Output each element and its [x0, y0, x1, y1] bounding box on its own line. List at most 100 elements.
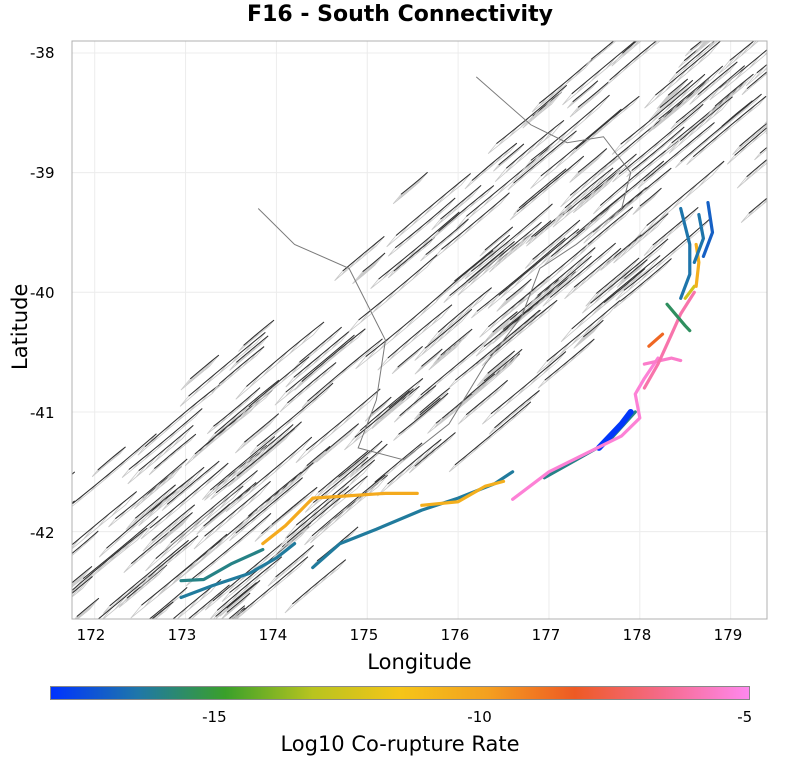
fault-seg-blue-northeast-b [692, 212, 706, 264]
fault-trace [465, 373, 496, 399]
fault-trace [228, 605, 246, 619]
fault-plane [677, 0, 686, 2]
fault-trace [216, 556, 283, 611]
fault-plane [688, 0, 707, 13]
fault-plane [709, 41, 719, 48]
fault-trace [397, 346, 423, 368]
x-tick-label: 175 [349, 626, 379, 644]
fault-trace [313, 456, 369, 503]
fault-seg-orange-north [647, 332, 665, 348]
fault-trace [608, 167, 672, 221]
fault-plane [754, 146, 767, 161]
fault-trace [421, 348, 443, 367]
fault-trace [82, 515, 159, 580]
fault-trace [577, 81, 609, 108]
x-tick-label: 172 [76, 626, 106, 644]
fault-trace [577, 148, 608, 173]
fault-trace [72, 566, 93, 584]
fault-seg-blue-southwest [179, 542, 297, 600]
fault-plane [16, 504, 36, 525]
fault-plane [796, 90, 800, 108]
y-tick-label: -41 [30, 404, 55, 422]
fault-trace [490, 351, 567, 415]
chart-title: F16 - South Connectivity [247, 2, 553, 27]
fault-trace [419, 387, 451, 414]
fault-trace [603, 268, 646, 304]
fault-plane [53, 510, 64, 522]
plot-border [71, 40, 768, 620]
fault-trace [295, 459, 376, 526]
colorbar-tick-label: -5 [737, 708, 753, 726]
fault-trace [714, 73, 754, 107]
fault-plane [781, 121, 799, 138]
fault-seg-yellow-northeast [694, 242, 701, 288]
fault-trace [505, 278, 532, 301]
fault-trace [624, 259, 648, 280]
fault-trace [243, 319, 275, 346]
fault-trace [591, 41, 615, 60]
fault-trace [721, 100, 753, 127]
fault-trace [771, 93, 800, 117]
fault-trace [388, 390, 410, 409]
fault-plane [699, 41, 705, 45]
fault-trace [494, 390, 540, 429]
fault-plane [708, 41, 712, 43]
fault-trace [286, 522, 312, 543]
fault-plane [756, 0, 776, 7]
fault-plane [732, 8, 752, 27]
fault-trace [538, 58, 594, 104]
fault-trace [106, 476, 194, 549]
fault-trace [287, 362, 337, 404]
fault-trace [652, 206, 699, 246]
fault-plane [644, 17, 665, 38]
fault-trace [97, 571, 155, 619]
fault-plane [708, 41, 717, 48]
fault-plane [134, 621, 150, 637]
fault-trace [622, 41, 638, 54]
fault-trace [646, 160, 725, 226]
fault-trace [590, 238, 669, 304]
fault-trace [244, 413, 280, 443]
fault-trace [471, 142, 518, 181]
fault-plane [764, 72, 767, 76]
fault-trace [582, 319, 604, 338]
fault-trace [387, 304, 453, 359]
fault-trace [441, 192, 510, 250]
fault-trace [354, 388, 414, 438]
fault-plane [26, 495, 46, 516]
fault-trace [739, 122, 767, 147]
fault-trace [115, 458, 188, 520]
fault-seg-blue-northeast-c [701, 200, 715, 259]
fault-trace [400, 171, 428, 195]
fault-trace [484, 226, 514, 251]
fault-trace [123, 630, 150, 652]
fault-trace [677, 0, 743, 10]
fault-plane [135, 633, 145, 644]
fault-trace [483, 348, 523, 382]
fault-plane [776, 106, 794, 124]
fault-trace [571, 41, 637, 95]
fault-plane [723, 18, 743, 37]
fault-trace [338, 440, 383, 478]
fault-seg-blue-northeast-a [679, 206, 692, 300]
fault-trace [236, 427, 295, 477]
fault-plane [92, 702, 115, 725]
fault-plane [780, 17, 800, 43]
fault-trace [72, 530, 99, 555]
fault-trace [362, 252, 386, 273]
fault-trace [631, 126, 685, 171]
fault-trace [151, 601, 174, 619]
fault-trace [455, 309, 540, 381]
fault-trace [126, 564, 168, 599]
fault-plane [228, 616, 232, 619]
fault-trace [72, 527, 148, 592]
fault-plane [719, 0, 741, 4]
fault-trace [655, 41, 721, 96]
fault-trace [675, 41, 716, 74]
fault-plane [779, 100, 790, 112]
fault-trace [414, 432, 456, 467]
fault-plane [708, 0, 727, 12]
fault-trace [513, 130, 577, 184]
fault-plane [45, 602, 62, 620]
